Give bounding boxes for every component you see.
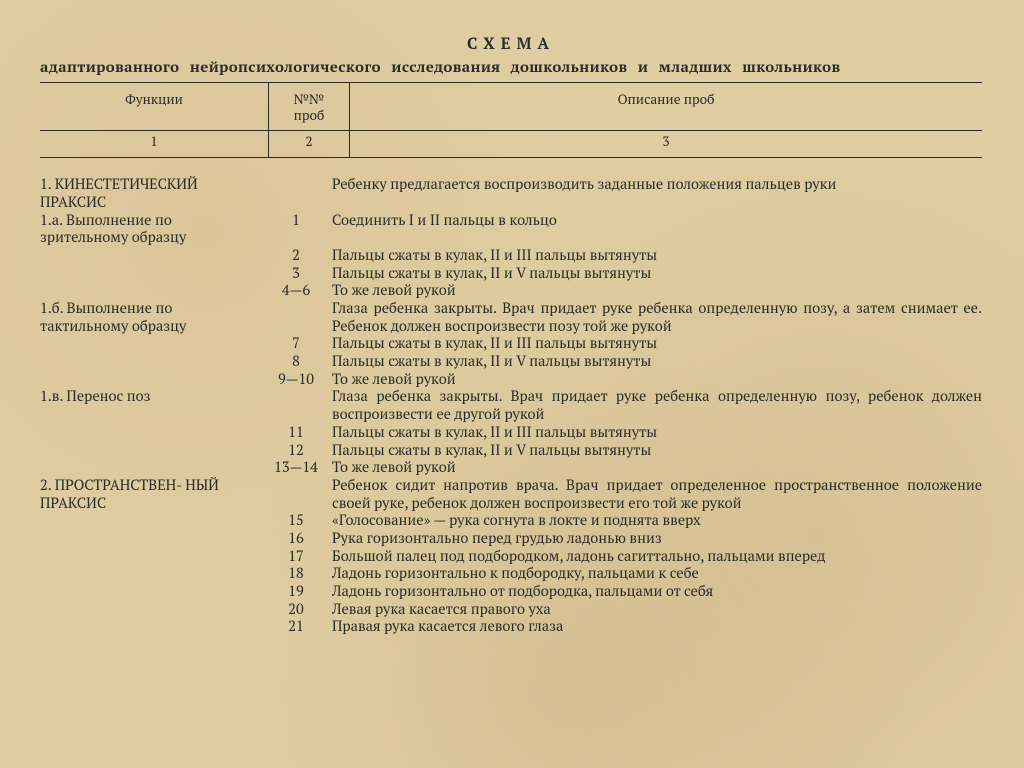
colnum-3: 3 <box>350 131 982 157</box>
row-20-desc: Левая рука касается правого уха <box>332 601 982 619</box>
row-21-num: 21 <box>260 618 332 636</box>
row-19-desc: Ладонь горизонтально от подбородка, паль… <box>332 583 982 601</box>
row-16-desc: Рука горизонтально перед грудью ладонью … <box>332 530 982 548</box>
row-21-desc: Правая рука касается левого глаза <box>332 618 982 636</box>
row-19: 19 Ладонь горизонтально от подбородка, п… <box>40 583 982 601</box>
row-7: 7 Пальцы сжаты в кулак, II и III пальцы … <box>40 335 982 353</box>
row-2: 2 Пальцы сжаты в кулак, II и III пальцы … <box>40 247 982 265</box>
row-12: 12 Пальцы сжаты в кулак, II и V пальцы в… <box>40 442 982 460</box>
colnum-1: 1 <box>40 131 268 157</box>
header-body-spacer <box>40 158 982 176</box>
row-20-num: 20 <box>260 601 332 619</box>
section-2-title: 2. ПРОСТРАНСТВЕН- НЫЙ ПРАКСИС <box>40 477 260 512</box>
section-2-number: 2. <box>40 476 51 495</box>
row-17: 17 Большой палец под подбородком, ладонь… <box>40 548 982 566</box>
row-16-num: 16 <box>260 530 332 548</box>
row-16: 16 Рука горизонтально перед грудью ладон… <box>40 530 982 548</box>
row-18-num: 18 <box>260 565 332 583</box>
section-1c-label: 1.в. Перенос поз <box>40 388 260 406</box>
row-4to6-num: 4—6 <box>260 282 332 300</box>
row-2-num: 2 <box>260 247 332 265</box>
row-13to14-desc: То же левой рукой <box>332 459 982 477</box>
row-7-desc: Пальцы сжаты в кулак, II и III пальцы вы… <box>332 335 982 353</box>
row-3-desc: Пальцы сжаты в кулак, II и V пальцы вытя… <box>332 265 982 283</box>
section-1c-intro: Глаза ребенка закрыты. Врач придает руке… <box>332 388 982 423</box>
row-11: 11 Пальцы сжаты в кулак, II и III пальцы… <box>40 424 982 442</box>
header-col-number-top: №№ <box>273 91 345 107</box>
section-1b-intro: Глаза ребенка закрыты. Врач придает руке… <box>332 300 982 335</box>
header-col-number-bot: проб <box>273 107 345 123</box>
row-15-desc: «Голосование» — рука согнута в локте и п… <box>332 512 982 530</box>
row-15-num: 15 <box>260 512 332 530</box>
row-13to14-num: 13—14 <box>260 459 332 477</box>
header-col-functions: Функции <box>40 83 268 130</box>
section-2-heading-row: 2. ПРОСТРАНСТВЕН- НЫЙ ПРАКСИС Ребенок си… <box>40 477 982 512</box>
document-subtitle: адаптированного нейропсихологического ис… <box>40 58 982 76</box>
section-2-title-text: ПРОСТРАНСТВЕН- НЫЙ ПРАКСИС <box>40 476 219 513</box>
row-9to10-num: 9—10 <box>260 371 332 389</box>
scanned-document-page: СХЕМА адаптированного нейропсихологическ… <box>0 0 1024 768</box>
section-2-intro: Ребенок сидит напротив врача. Врач прида… <box>332 477 982 512</box>
row-8: 8 Пальцы сжаты в кулак, II и V пальцы вы… <box>40 353 982 371</box>
row-17-num: 17 <box>260 548 332 566</box>
row-8-num: 8 <box>260 353 332 371</box>
row-18: 18 Ладонь горизонтально к подбородку, па… <box>40 565 982 583</box>
row-18-desc: Ладонь горизонтально к подбородку, пальц… <box>332 565 982 583</box>
header-col-description: Описание проб <box>350 83 982 130</box>
row-1-num: 1 <box>260 212 332 230</box>
row-11-num: 11 <box>260 424 332 442</box>
section-1b-row: 1.б. Выполнение по тактильному образцу Г… <box>40 300 982 335</box>
row-12-num: 12 <box>260 442 332 460</box>
row-1: 1.а. Выполнение по зрительному образцу 1… <box>40 212 982 247</box>
row-20: 20 Левая рука касается правого уха <box>40 601 982 619</box>
row-3: 3 Пальцы сжаты в кулак, II и V пальцы вы… <box>40 265 982 283</box>
row-3-num: 3 <box>260 265 332 283</box>
section-1-intro: Ребенку предлагается воспроизводить зада… <box>332 176 982 194</box>
table-colnum-row: 1 2 3 <box>40 131 982 157</box>
section-1a-label: 1.а. Выполнение по зрительному образцу <box>40 212 260 247</box>
row-1-desc: Соединить I и II пальцы в кольцо <box>332 212 982 230</box>
table-header-row: Функции №№ проб Описание проб <box>40 83 982 130</box>
section-1-title: 1. КИНЕСТЕТИЧЕСКИЙ ПРАКСИС <box>40 176 260 211</box>
row-19-num: 19 <box>260 583 332 601</box>
row-8-desc: Пальцы сжаты в кулак, II и V пальцы вытя… <box>332 353 982 371</box>
row-4to6: 4—6 То же левой рукой <box>40 282 982 300</box>
row-9to10: 9—10 То же левой рукой <box>40 371 982 389</box>
row-9to10-desc: То же левой рукой <box>332 371 982 389</box>
section-1-number: 1. <box>40 175 51 194</box>
row-21: 21 Правая рука касается левого глаза <box>40 618 982 636</box>
section-1-heading-row: 1. КИНЕСТЕТИЧЕСКИЙ ПРАКСИС Ребенку предл… <box>40 176 982 211</box>
table-body: 1. КИНЕСТЕТИЧЕСКИЙ ПРАКСИС Ребенку предл… <box>40 176 982 636</box>
row-12-desc: Пальцы сжаты в кулак, II и V пальцы вытя… <box>332 442 982 460</box>
row-2-desc: Пальцы сжаты в кулак, II и III пальцы вы… <box>332 247 982 265</box>
row-17-desc: Большой палец под подбородком, ладонь са… <box>332 548 982 566</box>
section-1c-row: 1.в. Перенос поз Глаза ребенка закрыты. … <box>40 388 982 423</box>
colnum-2: 2 <box>269 131 349 157</box>
row-15: 15 «Голосование» — рука согнута в локте … <box>40 512 982 530</box>
row-11-desc: Пальцы сжаты в кулак, II и III пальцы вы… <box>332 424 982 442</box>
section-1b-label: 1.б. Выполнение по тактильному образцу <box>40 300 260 335</box>
row-13to14: 13—14 То же левой рукой <box>40 459 982 477</box>
row-7-num: 7 <box>260 335 332 353</box>
row-4to6-desc: То же левой рукой <box>332 282 982 300</box>
header-col-number: №№ проб <box>269 83 349 130</box>
section-1-title-text: КИНЕСТЕТИЧЕСКИЙ ПРАКСИС <box>40 175 198 212</box>
document-title: СХЕМА <box>40 34 982 54</box>
